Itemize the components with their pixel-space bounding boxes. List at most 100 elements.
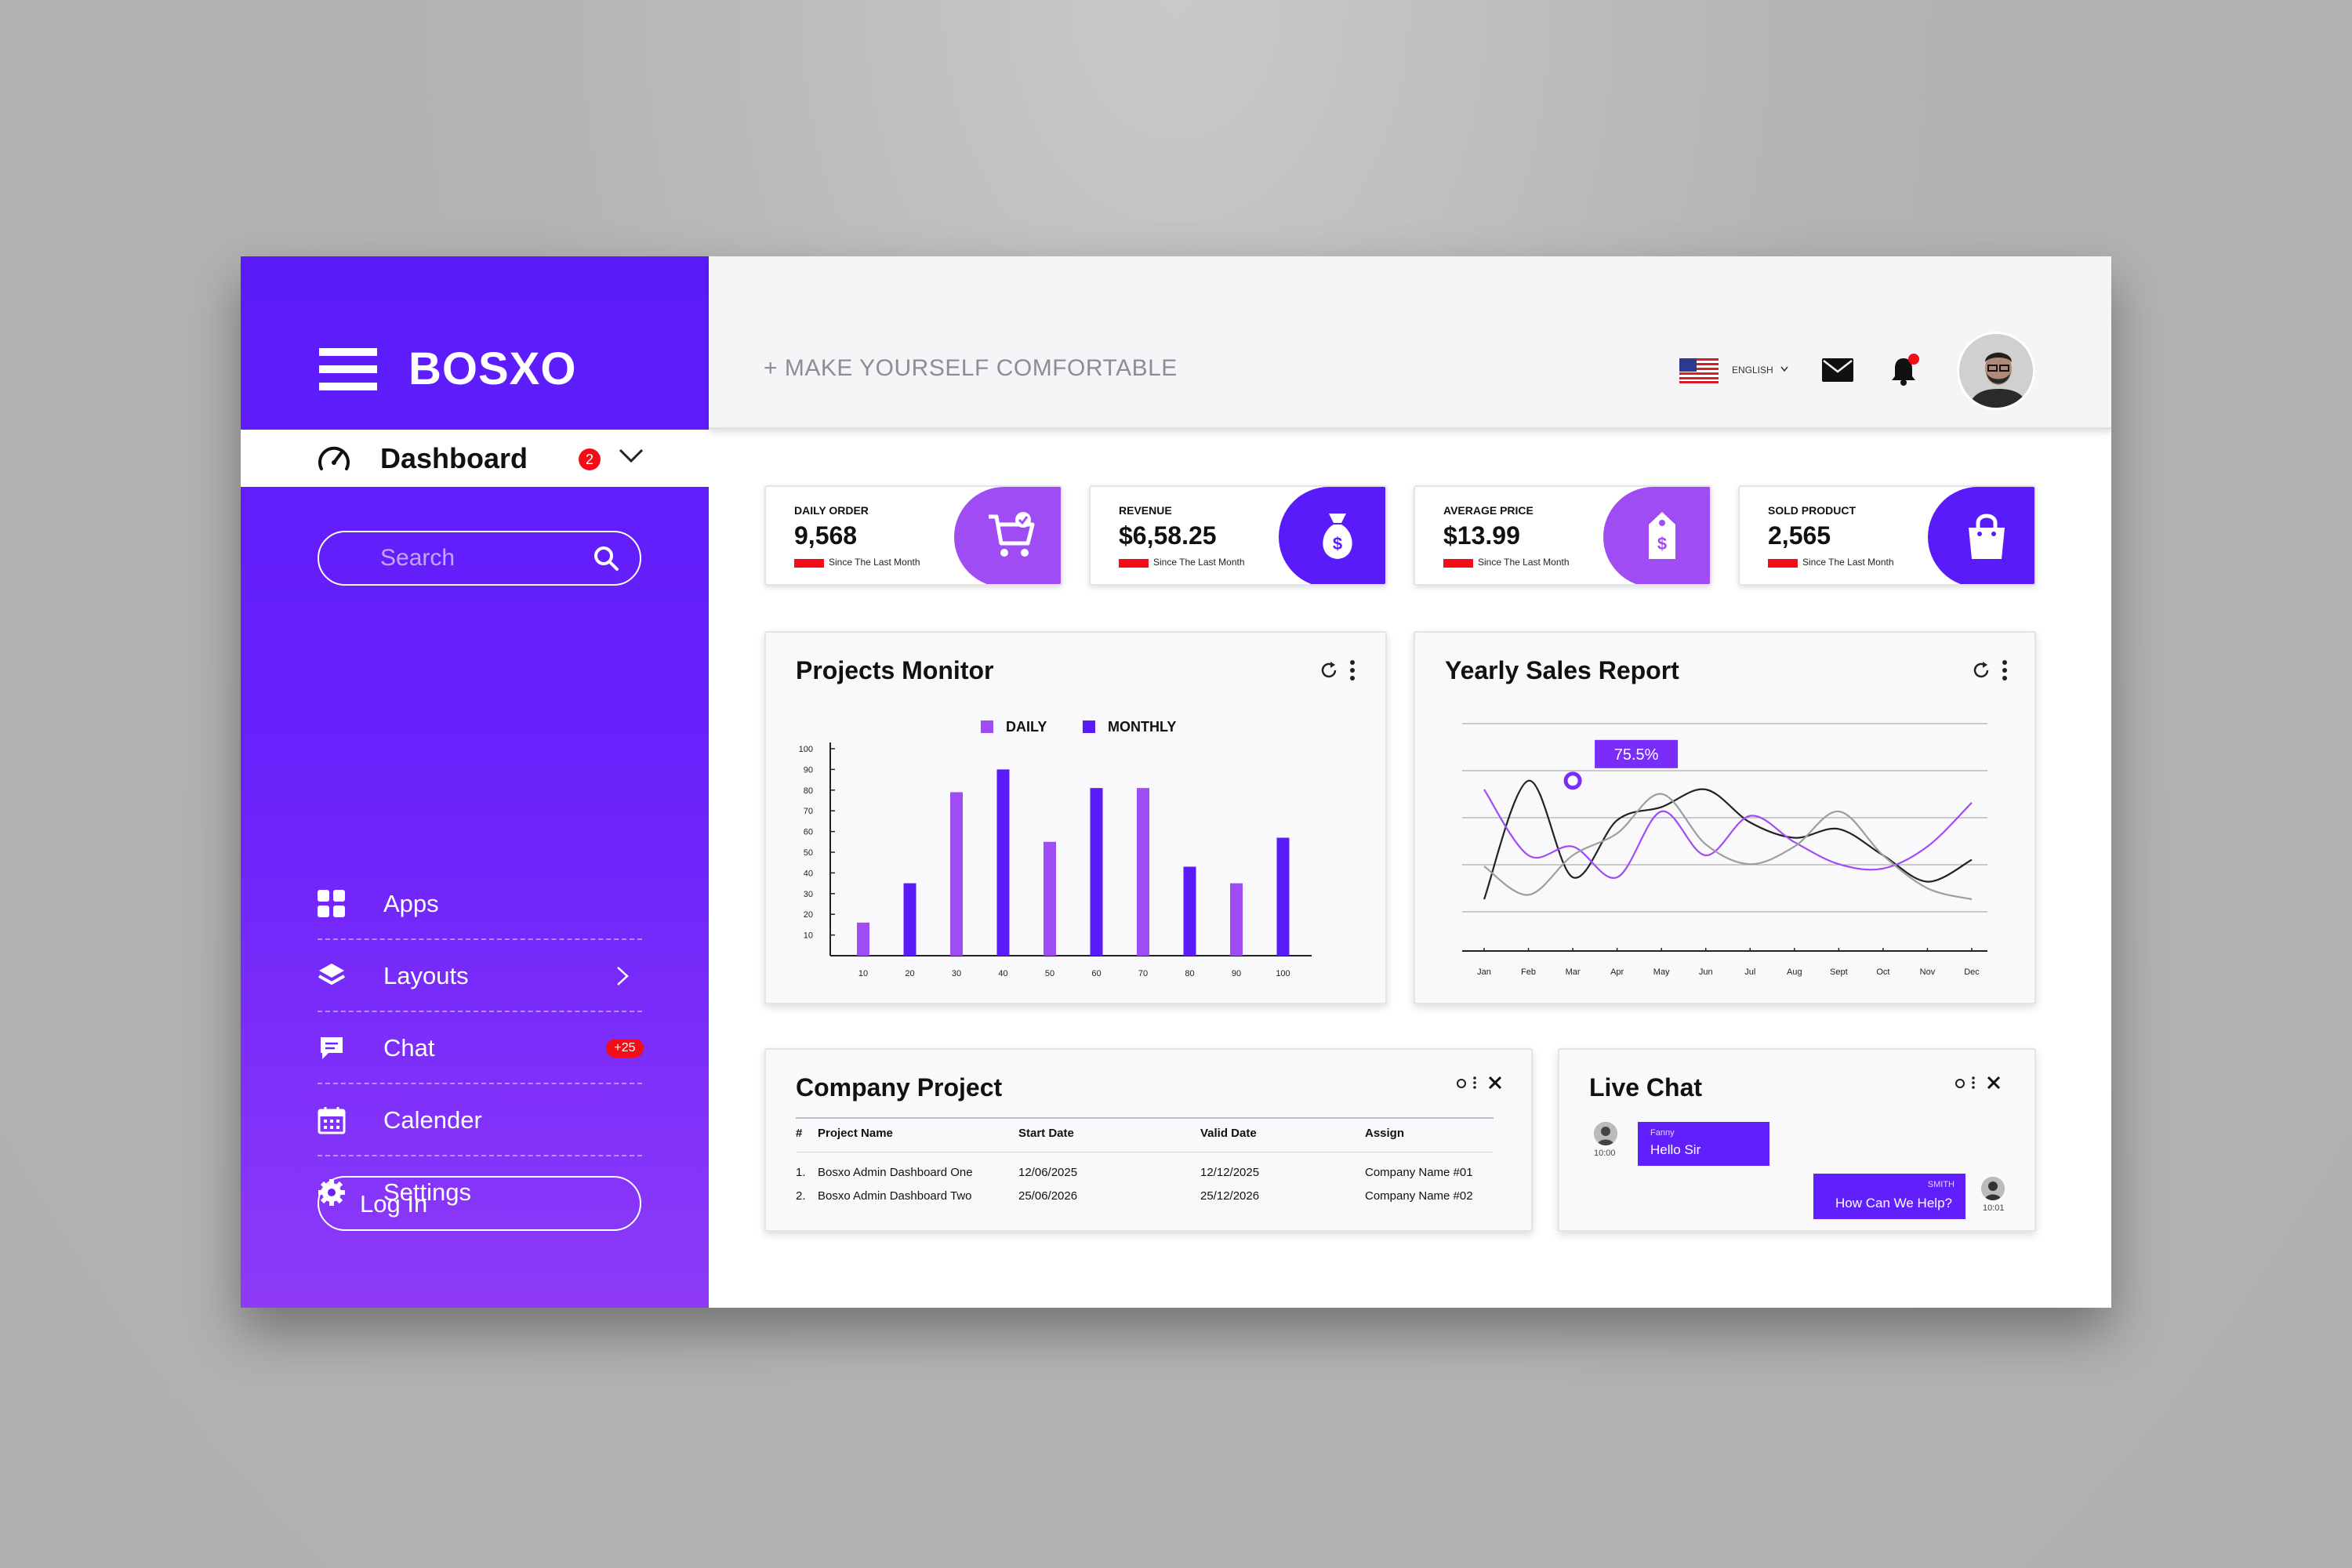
y-tick-label: 80 — [804, 786, 813, 796]
more-options-icon[interactable] — [1972, 1076, 1975, 1089]
x-tick-label: Oct — [1876, 967, 1889, 977]
sidebar-item-layouts[interactable]: Layouts — [318, 940, 642, 1012]
search-placeholder: Search — [380, 545, 456, 571]
x-tick-label: Feb — [1521, 967, 1536, 977]
stat-note: Since The Last Month — [1802, 557, 1894, 568]
close-icon[interactable] — [1986, 1075, 2002, 1091]
chat-time: 10:00 — [1594, 1149, 1616, 1158]
search-input[interactable]: Search — [318, 531, 641, 586]
series-line — [1483, 793, 1973, 901]
bar — [1276, 837, 1290, 956]
stat-note: Since The Last Month — [829, 557, 920, 568]
panel-title: Company Project — [796, 1073, 1003, 1102]
sidebar-item-label: Layouts — [383, 962, 469, 989]
top-bar: + MAKE YOURSELF COMFORTABLE ENGLISH — [709, 256, 2111, 430]
user-avatar[interactable] — [1957, 332, 2035, 410]
x-tick-label: 60 — [1091, 969, 1101, 978]
change-tag — [1119, 559, 1149, 568]
series-line — [1483, 779, 1973, 900]
stat-value: $6,58.25 — [1119, 521, 1217, 550]
x-tick-label: Aug — [1787, 967, 1802, 977]
change-tag — [794, 559, 824, 568]
bar — [1044, 841, 1056, 956]
us-flag-icon[interactable] — [1679, 358, 1719, 383]
chevron-down-icon[interactable] — [619, 447, 644, 464]
refresh-icon[interactable] — [1456, 1078, 1467, 1089]
svg-text:$: $ — [1333, 534, 1342, 554]
language-selector[interactable]: ENGLISH — [1732, 365, 1773, 376]
bar — [1183, 866, 1196, 956]
more-options-icon[interactable] — [1473, 1076, 1476, 1089]
table-cell: 2. — [796, 1189, 806, 1203]
x-tick-label: Jun — [1699, 967, 1713, 977]
chevron-down-icon[interactable] — [1780, 366, 1788, 372]
more-options-icon[interactable] — [1349, 660, 1356, 681]
refresh-icon[interactable] — [1955, 1078, 1965, 1089]
x-tick-label: 80 — [1185, 969, 1194, 978]
close-icon[interactable] — [1487, 1075, 1503, 1091]
refresh-icon[interactable] — [1319, 661, 1338, 680]
table-cell: Bosxo Admin Dashboard One — [818, 1166, 973, 1179]
chat-sender: Fanny — [1650, 1128, 1675, 1138]
svg-text:$: $ — [1657, 534, 1667, 554]
y-tick-label: 100 — [799, 745, 813, 754]
stat-note: Since The Last Month — [1153, 557, 1245, 568]
stat-note: Since The Last Month — [1478, 557, 1570, 568]
hamburger-menu-icon[interactable] — [319, 347, 377, 390]
header-tagline: + MAKE YOURSELF COMFORTABLE — [764, 355, 1178, 381]
dashboard-window: BOSXO Dashboard 2 Search — [241, 256, 2111, 1308]
table-header: # — [796, 1127, 803, 1140]
y-tick-label: 30 — [804, 890, 813, 899]
bar — [1137, 788, 1149, 956]
annotation-marker — [1563, 771, 1582, 790]
layers-icon — [318, 964, 345, 985]
sidebar-item-apps[interactable]: Apps — [318, 868, 642, 940]
mail-icon[interactable] — [1822, 358, 1853, 382]
table-header: Project Name — [818, 1127, 893, 1140]
x-tick-label: Sept — [1830, 967, 1848, 977]
speedometer-icon — [318, 446, 350, 470]
annotation-box — [1595, 739, 1679, 768]
bar — [903, 883, 916, 956]
bar — [857, 922, 869, 956]
chat-text: How Can We Help? — [1835, 1196, 1952, 1210]
stat-label: AVERAGE PRICE — [1443, 504, 1534, 517]
chat-time: 10:01 — [1983, 1203, 2005, 1213]
sidebar-item-dashboard[interactable]: Dashboard 2 — [241, 430, 709, 487]
table-cell: 25/06/2026 — [1018, 1189, 1078, 1203]
annotation-label: 75.5% — [1614, 746, 1659, 764]
company-project-panel: Company Project # Project Name Start Dat… — [764, 1048, 1533, 1232]
chat-message-outgoing: SMITH How Can We Help? — [1813, 1174, 1965, 1219]
stat-icon-bg: $ — [1279, 487, 1385, 584]
y-tick-label: 20 — [804, 910, 813, 920]
stat-card-daily-order: DAILY ORDER 9,568 Since The Last Month — [764, 485, 1062, 586]
legend-swatch-daily — [981, 720, 993, 733]
chat-avatar — [1594, 1122, 1617, 1145]
x-tick-label: Jul — [1744, 967, 1755, 977]
more-options-icon[interactable] — [2002, 660, 2008, 681]
table-cell: 25/12/2026 — [1200, 1189, 1260, 1203]
table-cell: Bosxo Admin Dashboard Two — [818, 1189, 972, 1203]
panel-title: Live Chat — [1589, 1073, 1703, 1102]
table-top-rule — [796, 1117, 1494, 1119]
money-bag-icon: $ — [1323, 514, 1352, 559]
table-cell: 12/12/2025 — [1200, 1166, 1260, 1179]
chevron-right-icon — [617, 967, 629, 985]
yearly-sales-line-chart: Jan Feb Mar Apr May Jun Jul Aug Sept Oct Nov Dec 75.… — [1462, 723, 1987, 977]
stat-label: SOLD PRODUCT — [1768, 504, 1856, 517]
y-tick-label: 10 — [804, 931, 813, 941]
yearly-sales-panel: Yearly Sales Report Jan Feb Mar Apr May Jun Ju… — [1414, 631, 2036, 1004]
sidebar-item-calender[interactable]: Calender — [318, 1084, 642, 1156]
bell-icon[interactable] — [1890, 356, 1917, 386]
x-tick-label: Mar — [1566, 967, 1581, 977]
stat-card-revenue: REVENUE $6,58.25 Since The Last Month $ — [1089, 485, 1387, 586]
refresh-icon[interactable] — [1972, 661, 1991, 680]
login-button[interactable]: Log In — [318, 1176, 641, 1231]
x-tick-label: 10 — [858, 969, 868, 978]
sidebar-item-chat[interactable]: Chat +25 — [318, 1012, 644, 1084]
x-tick-label: Apr — [1610, 967, 1624, 977]
stat-card-average-price: AVERAGE PRICE $13.99 Since The Last Mont… — [1414, 485, 1711, 586]
search-icon[interactable] — [593, 545, 619, 572]
projects-monitor-panel: Projects Monitor DAILY MONTHLY 10 20 30 40 5… — [764, 631, 1387, 1004]
table-cell: 12/06/2025 — [1018, 1166, 1078, 1179]
